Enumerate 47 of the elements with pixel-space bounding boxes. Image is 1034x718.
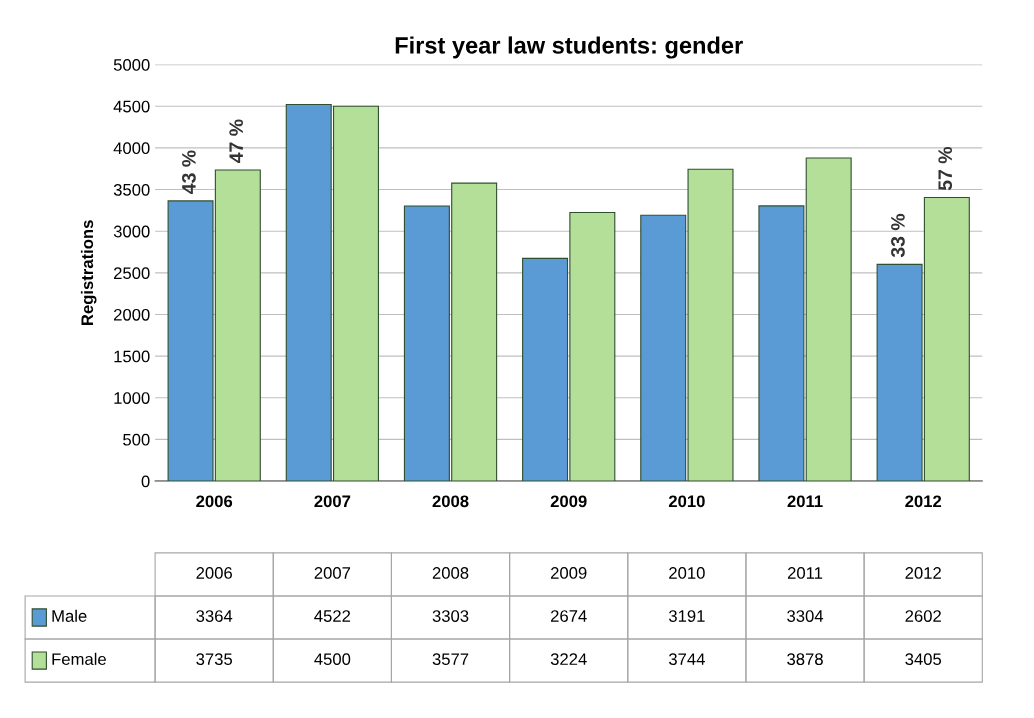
data-label: 3735 (196, 653, 233, 666)
data-label: 3744 (668, 653, 705, 666)
category-label: 2012 (905, 567, 941, 579)
annotation: 33 % (891, 213, 905, 258)
data-label: 3224 (550, 653, 587, 666)
data-label: 2674 (551, 610, 587, 622)
y-tick-label: 4500 (113, 100, 150, 113)
x-tick-label: 2007 (314, 495, 351, 508)
y-tick-label: 2000 (114, 308, 150, 321)
y-tick-label: 5000 (113, 59, 150, 71)
y-tick-label: 1000 (114, 392, 150, 404)
category-label: 2009 (551, 567, 587, 579)
category-label: 2008 (432, 567, 469, 579)
data-label: 4500 (314, 653, 351, 666)
data-label: 3878 (787, 653, 823, 666)
y-tick-label: 500 (123, 433, 150, 446)
y-tick-label: 4000 (113, 142, 150, 155)
y-tick-label: 1500 (114, 350, 150, 363)
chart-title: First year law students: gender (395, 36, 743, 59)
category-label: 2007 (314, 567, 351, 579)
data-label: 4522 (314, 610, 351, 622)
legend-label: Male (52, 609, 87, 622)
y-tick-label: 3000 (113, 225, 150, 238)
x-tick-label: 2009 (550, 495, 587, 508)
x-tick-label: 2008 (432, 495, 469, 508)
x-tick-label: 2010 (668, 495, 705, 508)
data-label: 3303 (432, 610, 469, 622)
category-label: 2006 (196, 567, 232, 579)
data-label: 2602 (905, 610, 941, 622)
legend-label: Female (52, 652, 106, 666)
x-tick-label: 2011 (787, 495, 823, 508)
category-label: 2011 (787, 567, 823, 579)
y-tick-label: 2500 (114, 267, 150, 280)
data-label: 3304 (787, 610, 824, 622)
annotation: 43 % (182, 150, 196, 194)
x-tick-label: 2012 (905, 495, 942, 508)
y-axis-title: Registrations (80, 220, 97, 325)
data-label: 3364 (196, 610, 233, 622)
data-label: 3577 (432, 653, 469, 666)
category-label: 2010 (669, 567, 705, 579)
annotation: 47 % (229, 119, 243, 164)
x-tick-label: 2006 (196, 495, 233, 508)
y-tick-label: 3500 (113, 183, 150, 196)
data-label: 3191 (668, 610, 705, 622)
data-label: 3405 (905, 653, 942, 666)
y-tick-label: 0 (141, 475, 150, 488)
annotation: 57 % (938, 146, 953, 191)
